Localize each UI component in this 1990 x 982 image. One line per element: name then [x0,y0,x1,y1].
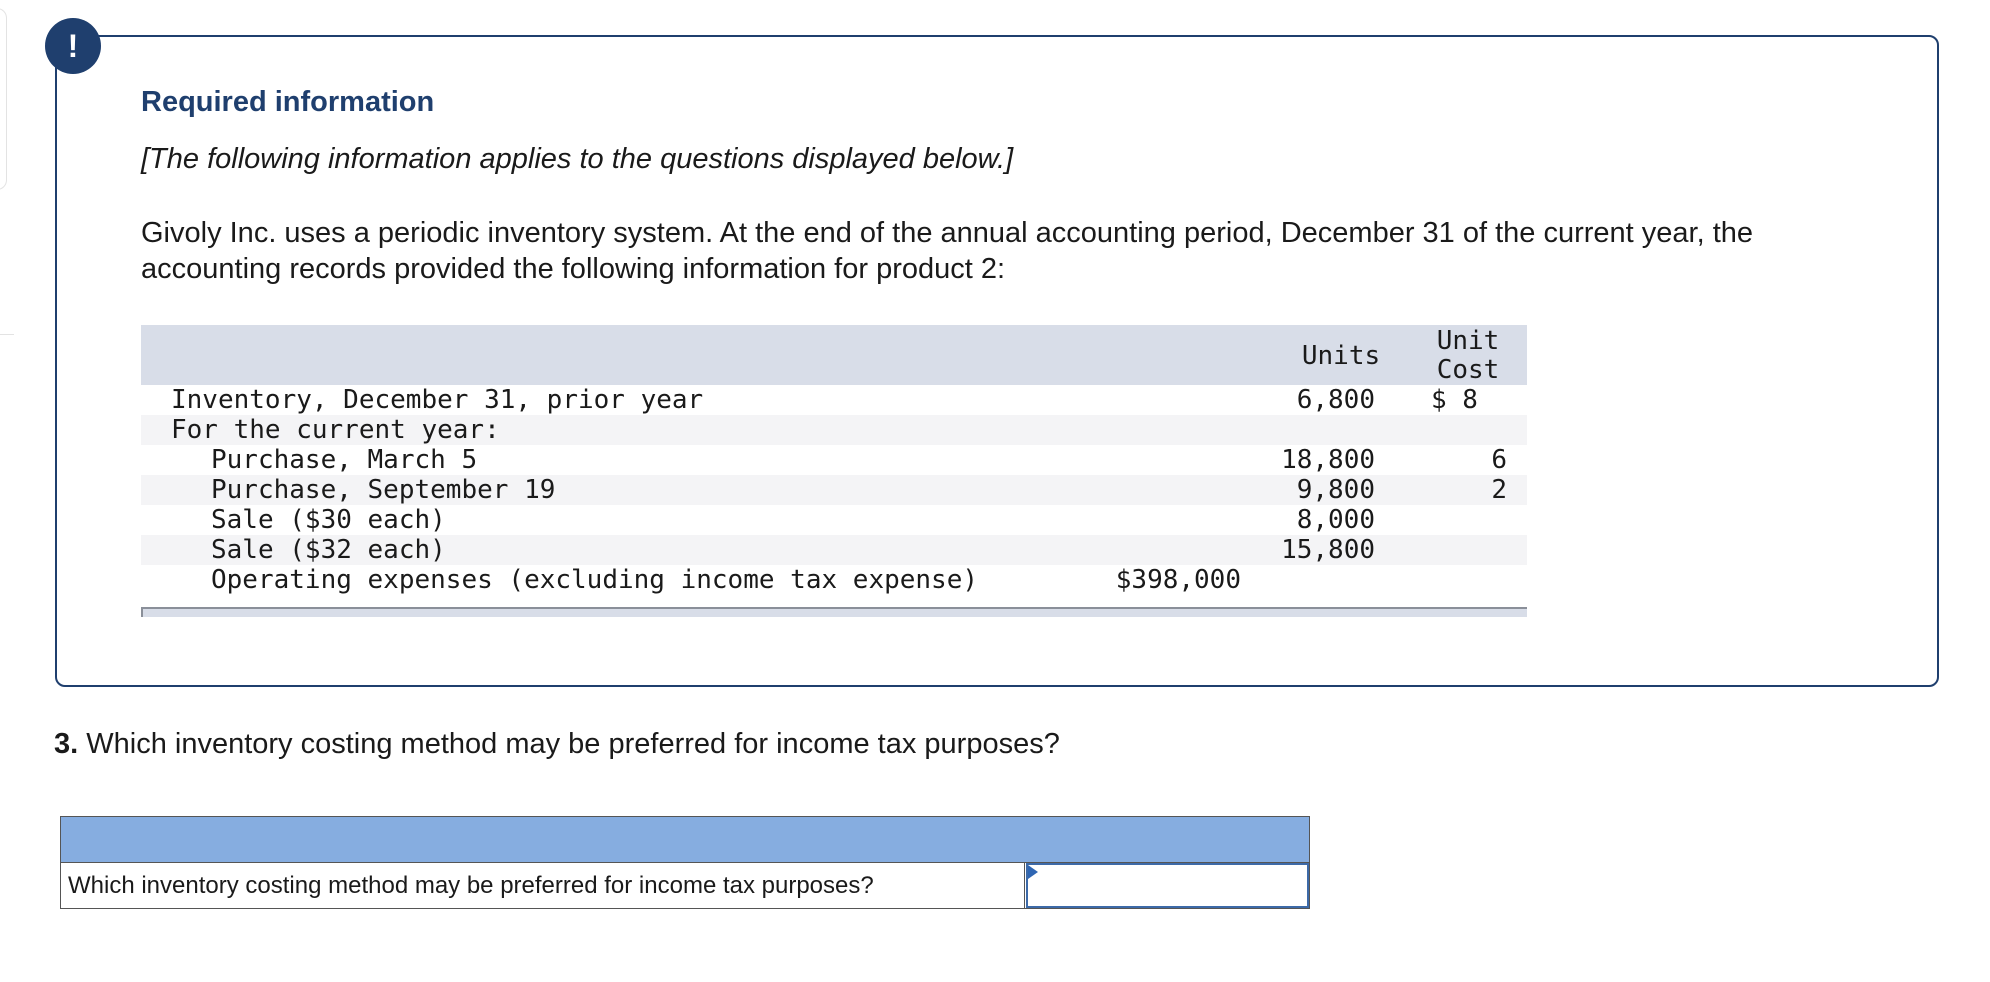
table-row: Inventory, December 31, prior year 6,800… [141,385,1527,415]
question-text: Which inventory costing method may be pr… [86,728,1060,760]
alert-icon: ! [45,18,101,74]
side-divider [0,334,14,335]
row-units: 9,800 [1296,475,1375,505]
row-units: 6,800 [1296,385,1375,415]
answer-row: Which inventory costing method may be pr… [61,863,1309,908]
row-label: For the current year: [171,415,500,445]
info-note: [The following information applies to th… [141,143,1014,175]
table-header: Units Unit Cost [141,325,1527,385]
side-card-edge [0,8,7,190]
row-amount: $398,000 [1115,565,1241,595]
header-unit-cost: Unit Cost [1413,327,1523,385]
table-footer-rule [141,607,1527,617]
row-label: Sale ($32 each) [211,535,446,565]
question-number: 3. [54,728,79,760]
header-units: Units [1301,341,1381,371]
table-row: Purchase, September 19 9,800 2 [141,475,1527,505]
header-unit-cost-line2: Cost [1436,355,1500,385]
row-unit-cost: 6 [1491,445,1507,475]
row-label: Sale ($30 each) [211,505,446,535]
costing-method-answer-input[interactable] [1026,863,1309,908]
question-3: 3. Which inventory costing method may be… [54,728,1060,761]
row-units: 8,000 [1296,505,1375,535]
row-units: 18,800 [1281,445,1375,475]
row-label: Purchase, September 19 [211,475,556,505]
table-row: Operating expenses (excluding income tax… [141,565,1527,595]
input-corner-marker-icon [1028,865,1038,879]
answer-table-header [61,817,1309,863]
answer-table: Which inventory costing method may be pr… [60,816,1310,909]
row-label: Purchase, March 5 [211,445,478,475]
table-row: Purchase, March 5 18,800 6 [141,445,1527,475]
row-unit-cost: 2 [1491,475,1507,505]
row-units: 15,800 [1281,535,1375,565]
table-row: Sale ($30 each) 8,000 [141,505,1527,535]
answer-prompt: Which inventory costing method may be pr… [61,863,1025,908]
table-row: Sale ($32 each) 15,800 [141,535,1527,565]
inventory-data-table: Units Unit Cost Inventory, December 31, … [141,325,1527,617]
info-title: Required information [141,86,435,118]
table-row: For the current year: [141,415,1527,445]
info-paragraph: Givoly Inc. uses a periodic inventory sy… [141,217,1754,285]
row-label: Inventory, December 31, prior year [171,385,704,415]
row-label: Operating expenses (excluding income tax… [211,565,979,595]
header-unit-cost-line1: Unit [1436,326,1500,356]
row-unit-cost: $ 8 [1431,385,1478,415]
